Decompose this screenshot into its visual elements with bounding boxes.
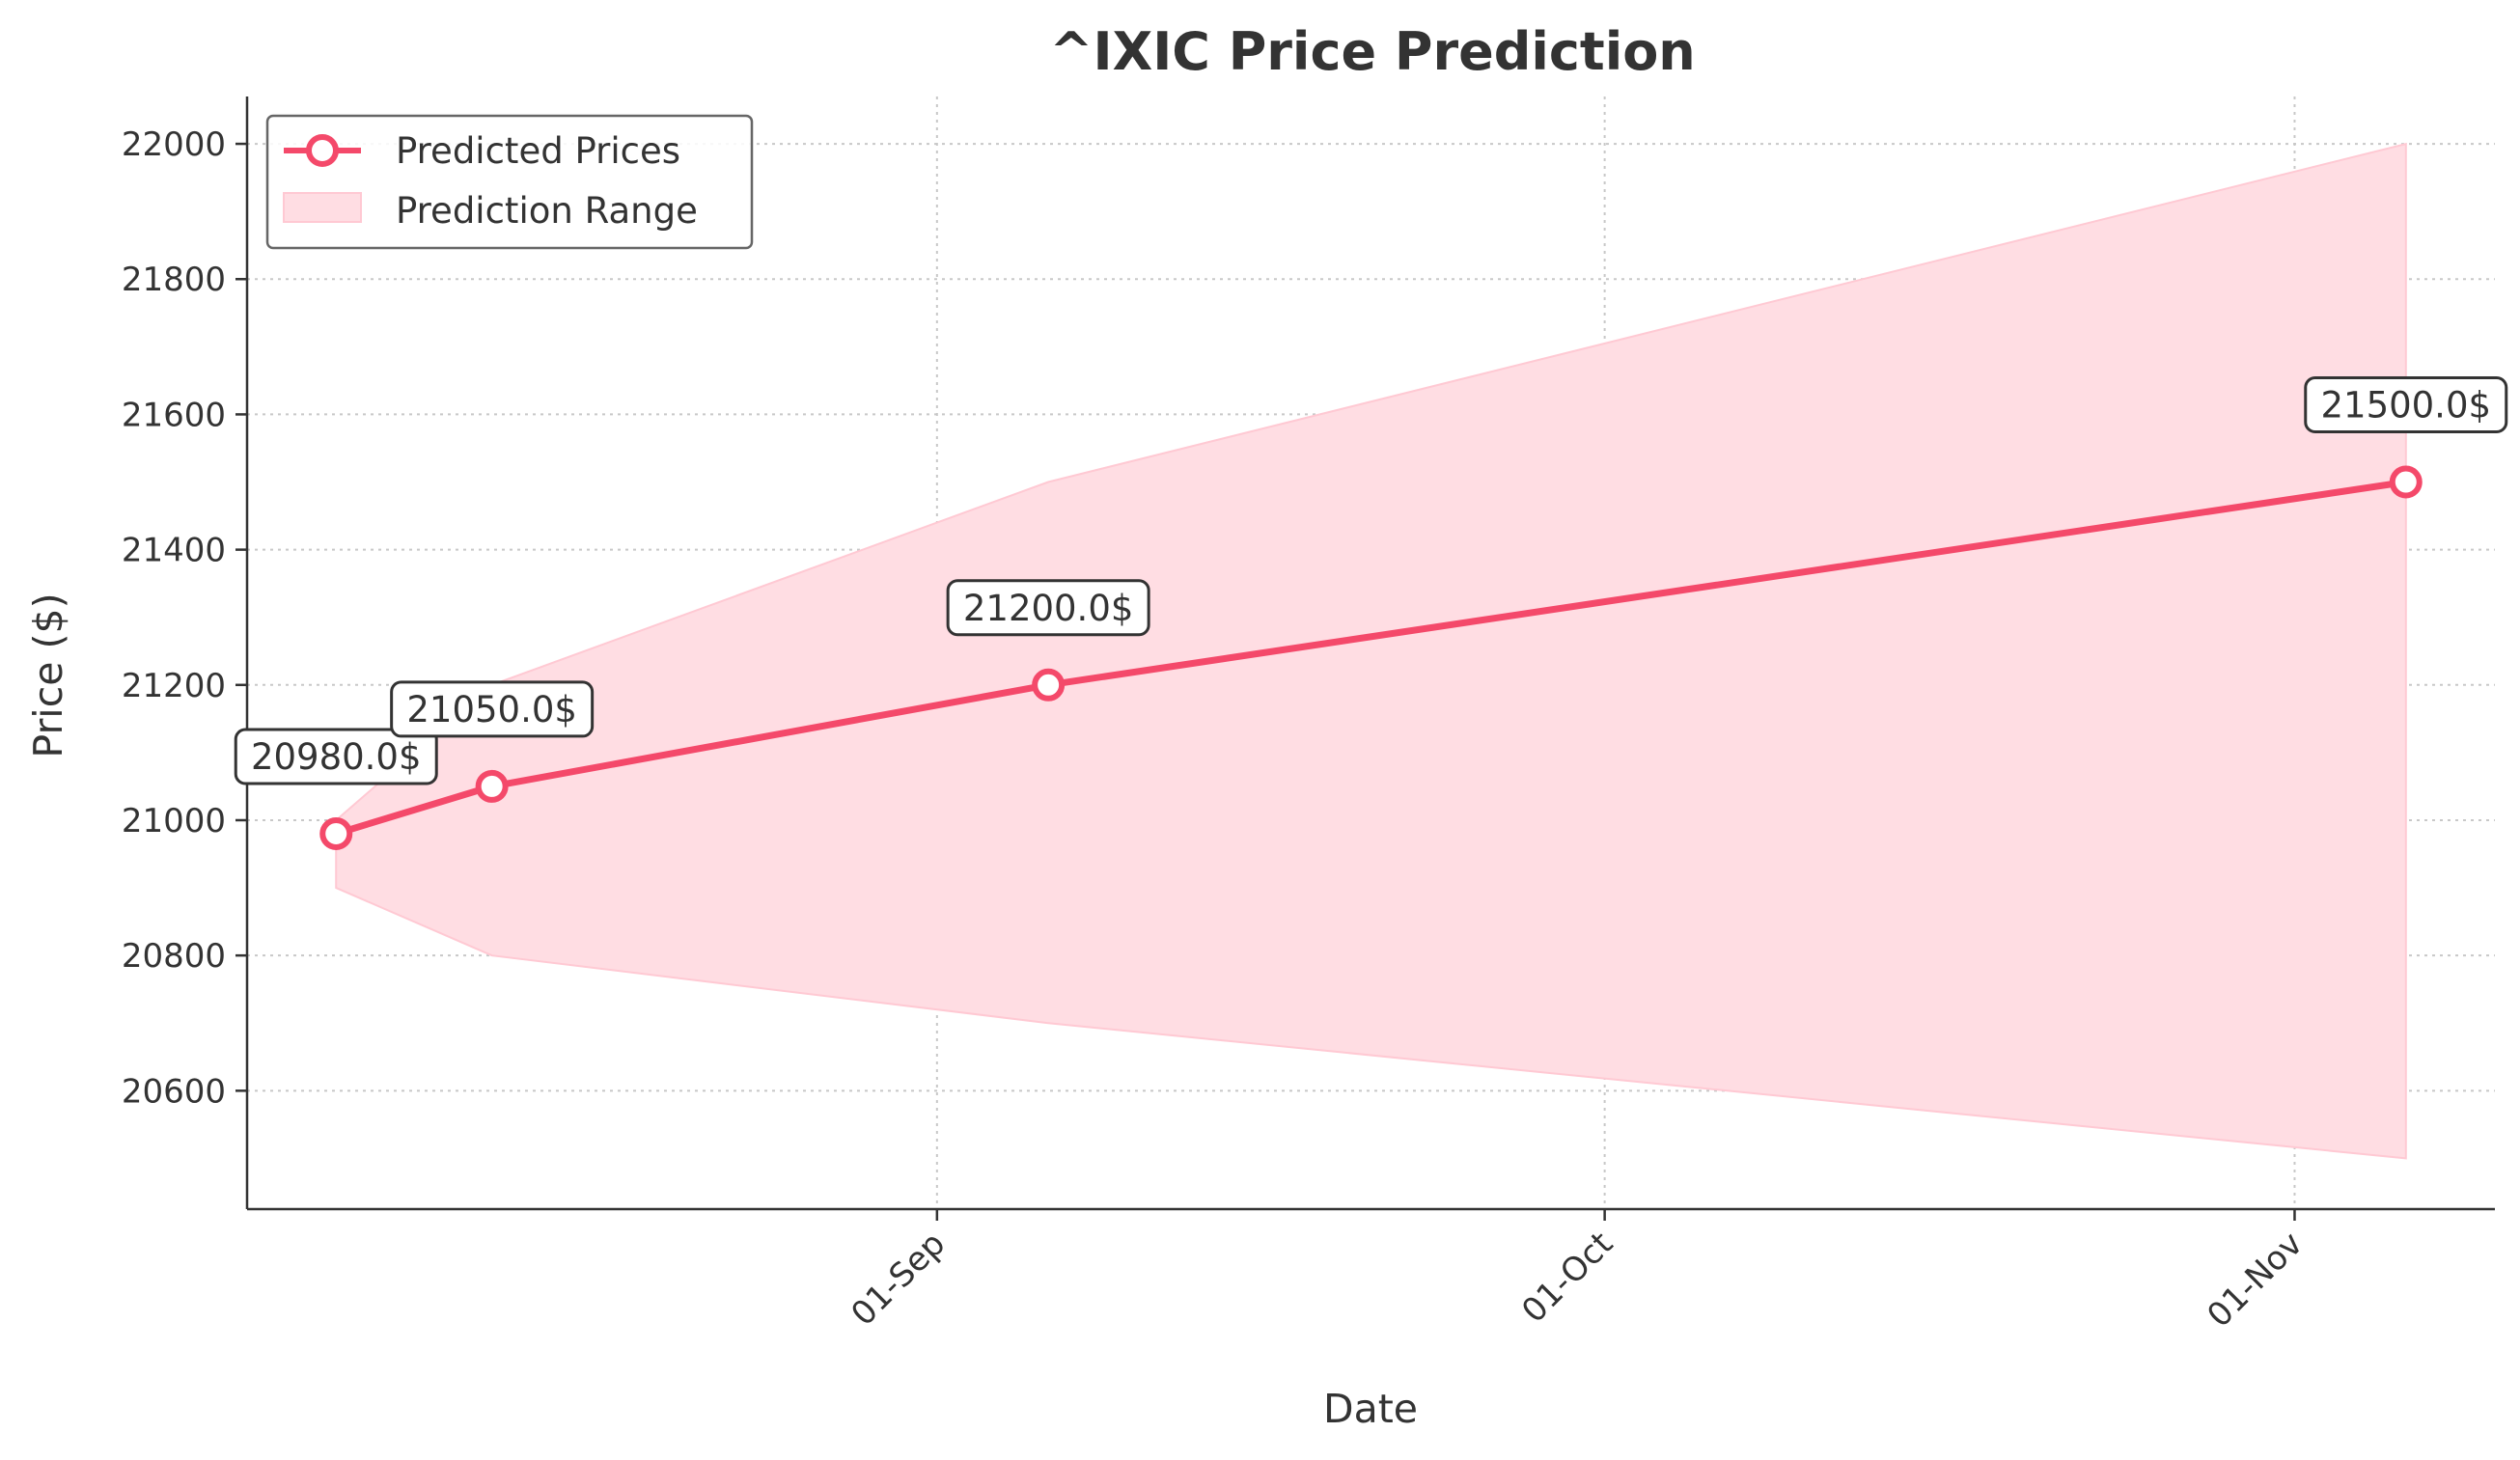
data-label-box [390, 680, 595, 738]
legend: Predicted Prices Prediction Range [265, 114, 754, 250]
y-tick-label: 21800 [122, 261, 226, 299]
data-point-marker [475, 769, 509, 803]
y-tick-label: 20800 [122, 937, 226, 976]
data-label-text: 20980.0$ [251, 736, 422, 778]
data-label-box [2304, 376, 2508, 434]
data-label-text: 21050.0$ [406, 689, 577, 730]
x-tick-label: 01-Sep [844, 1225, 953, 1334]
legend-label-range: Prediction Range [396, 190, 698, 232]
y-tick-label: 21400 [122, 532, 226, 570]
data-point-marker [2389, 465, 2423, 499]
chart-title: ^IXIC Price Prediction [1049, 21, 1696, 82]
y-tick-label: 21200 [122, 667, 226, 705]
data-point-marker [1032, 668, 1066, 702]
data-point-marker [319, 816, 353, 850]
y-axis-label: Price ($) [25, 592, 71, 758]
data-label-box [234, 728, 438, 785]
legend-range-swatch [283, 192, 362, 223]
y-tick-label: 21000 [122, 802, 226, 840]
data-labels: 20980.0$ 21050.0$ 21200.0$ 21500.0$ [234, 376, 2508, 785]
data-label-box [946, 579, 1150, 637]
predicted-price-path [335, 479, 2407, 838]
prediction-range-area [335, 142, 2407, 1160]
legend-box [265, 114, 754, 250]
legend-label-predicted: Predicted Prices [396, 130, 680, 172]
x-tick-label: 01-Oct [1514, 1225, 1620, 1331]
y-tick-label: 21600 [122, 396, 226, 434]
y-tick-label: 22000 [122, 125, 226, 164]
data-label-text: 21200.0$ [963, 588, 1134, 629]
x-tick-label: 01-Nov [2200, 1225, 2310, 1335]
x-axis-label: Date [1323, 1386, 1418, 1432]
prediction-range-band [335, 142, 2407, 1160]
predicted-price-line [319, 465, 2423, 850]
y-tick-label: 20600 [122, 1072, 226, 1111]
legend-marker-swatch [306, 134, 339, 167]
data-label-text: 21500.0$ [2320, 385, 2491, 427]
